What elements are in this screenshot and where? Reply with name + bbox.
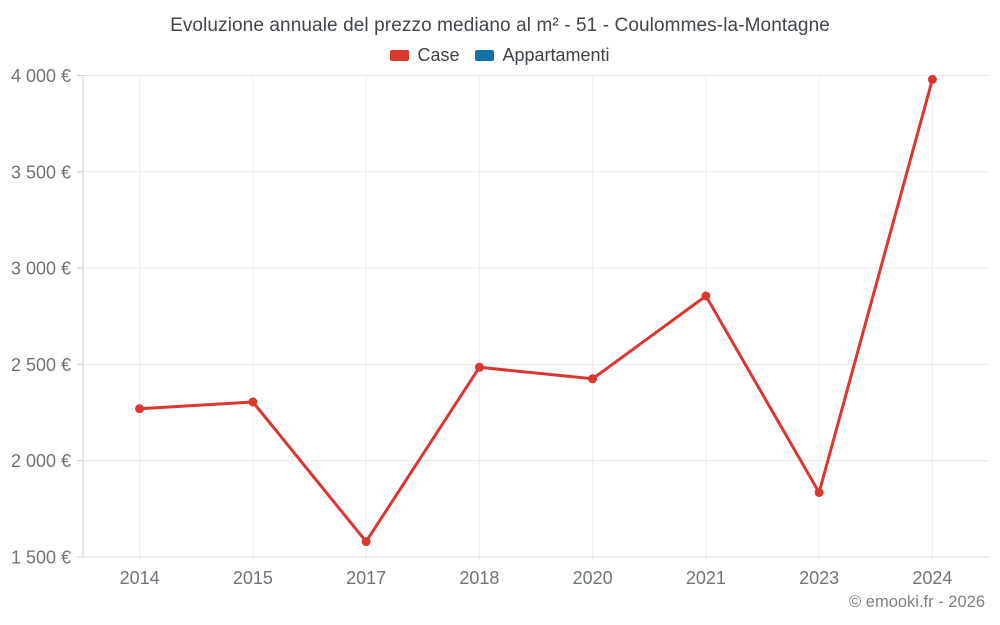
x-tick-label: 2018 <box>459 568 499 588</box>
y-tick-label: 3 500 € <box>11 162 71 182</box>
legend-swatch-appartamenti-icon <box>475 50 495 61</box>
data-point-case <box>814 488 824 497</box>
data-point-case <box>701 291 711 301</box>
data-point-case <box>588 374 598 384</box>
x-tick-label: 2017 <box>346 568 386 588</box>
legend: Case Appartamenti <box>0 45 1000 66</box>
legend-item-case[interactable]: Case <box>390 45 459 66</box>
y-tick-label: 4 000 € <box>11 66 71 86</box>
legend-label-case: Case <box>417 45 460 65</box>
y-tick-label: 3 000 € <box>11 259 71 279</box>
legend-swatch-case-icon <box>390 50 410 61</box>
legend-label-appartamenti: Appartamenti <box>502 45 610 65</box>
x-tick-label: 2015 <box>233 568 273 588</box>
x-tick-label: 2024 <box>912 568 952 588</box>
copyright: © emooki.fr - 2026 <box>849 593 985 611</box>
x-tick-label: 2020 <box>573 568 613 588</box>
x-tick-label: 2014 <box>120 568 160 588</box>
y-tick-label: 1 500 € <box>11 548 71 568</box>
x-tick-label: 2021 <box>686 568 726 588</box>
data-point-case <box>927 74 937 84</box>
y-tick-label: 2 500 € <box>11 355 71 375</box>
data-point-case <box>248 397 258 407</box>
series-line-case <box>138 77 934 544</box>
data-point-case <box>474 362 484 372</box>
x-tick-label: 2023 <box>799 568 839 588</box>
legend-item-appartamenti[interactable]: Appartamenti <box>475 45 610 66</box>
data-point-case <box>361 537 371 547</box>
data-point-case <box>135 404 145 414</box>
chart-title: Evoluzione annuale del prezzo mediano al… <box>170 15 830 36</box>
y-tick-label: 2 000 € <box>11 451 71 471</box>
